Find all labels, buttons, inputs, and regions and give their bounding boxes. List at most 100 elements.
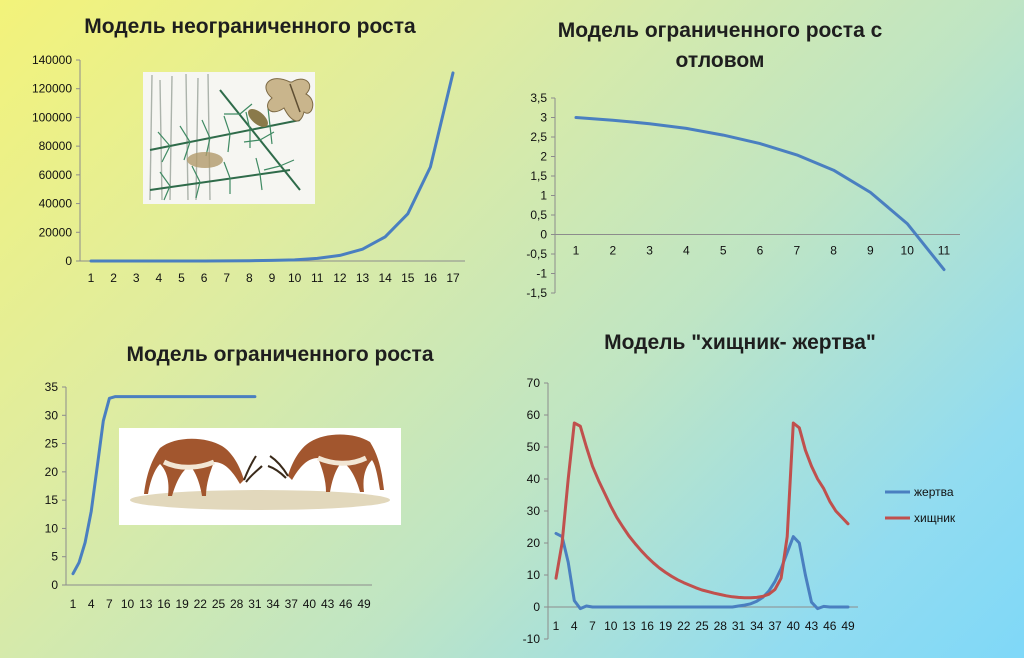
x-tick-label: 8 (830, 244, 837, 258)
x-tick-label: 9 (867, 244, 874, 258)
legend-label: хищник (914, 511, 956, 525)
series-line-main (574, 116, 946, 272)
x-tick-label: 15 (401, 271, 415, 285)
y-tick-label: 100000 (32, 110, 72, 124)
x-tick-label: 25 (695, 619, 709, 633)
x-tick-label: 10 (901, 244, 915, 258)
y-tick-label: 20 (45, 465, 59, 479)
series-line-хищник (554, 421, 850, 600)
chart-title-limited-growth-harvest: Модель ограниченного роста с отловом (557, 19, 883, 72)
x-tick-label: 7 (589, 619, 596, 633)
legend-label: жертва (914, 485, 954, 499)
y-tick-label: 120000 (32, 82, 72, 96)
y-tick-label: -0,5 (526, 247, 547, 261)
x-tick-label: 1 (573, 244, 580, 258)
y-tick-label: 20 (527, 536, 541, 550)
chart-limited-growth: 0 5 10 15 20 25 30 35 1 4 7 10 13 16 19 22 25 28 31 34 37 40 4… (45, 380, 372, 611)
y-tick-label: 40000 (39, 197, 73, 211)
x-tick-label: 22 (194, 597, 208, 611)
x-tick-label: 13 (622, 619, 636, 633)
x-tick-label: 31 (248, 597, 262, 611)
y-tick-label: 3,5 (530, 91, 547, 105)
y-tick-label: 2 (540, 150, 547, 164)
x-tick-label: 46 (339, 597, 353, 611)
x-tick-label: 34 (266, 597, 280, 611)
x-tick-label: 19 (659, 619, 673, 633)
x-tick-label: 4 (156, 271, 163, 285)
y-tick-label: 1,5 (530, 169, 547, 183)
y-tick-label: 50 (527, 440, 541, 454)
y-tick-label: 0 (540, 228, 547, 242)
x-tick-label: 31 (732, 619, 746, 633)
y-tick-label: 30 (527, 504, 541, 518)
x-tick-label: 17 (446, 271, 460, 285)
x-tick-label: 1 (553, 619, 560, 633)
x-tick-label: 2 (110, 271, 117, 285)
x-tick-label: 14 (378, 271, 392, 285)
x-tick-label: 22 (677, 619, 691, 633)
x-tick-label: 16 (424, 271, 438, 285)
gazelle-left-icon (144, 438, 263, 496)
x-tick-label: 10 (288, 271, 302, 285)
chart-title-unlimited-growth: Модель неограниченного роста (84, 15, 416, 38)
x-tick-label: 16 (641, 619, 655, 633)
x-tick-label: 43 (805, 619, 819, 633)
x-tick-label: 19 (175, 597, 189, 611)
y-tick-label: 140000 (32, 53, 72, 67)
chart-predator-prey: -10 0 10 20 30 40 50 60 70 1 4 7 10 13 16 19 22 25 28 31 34 3… (523, 376, 956, 646)
y-tick-label: 20000 (39, 225, 73, 239)
x-tick-label: 12 (333, 271, 347, 285)
y-tick-label: 1 (540, 189, 547, 203)
x-tick-label: 3 (133, 271, 140, 285)
x-tick-label: 43 (321, 597, 335, 611)
moth-icon (265, 78, 314, 122)
x-tick-label: 10 (604, 619, 618, 633)
x-tick-label: 11 (938, 244, 951, 258)
y-tick-label: 40 (527, 472, 541, 486)
chart-title-limited-growth: Модель ограниченного роста (126, 343, 434, 366)
x-tick-label: 5 (178, 271, 185, 285)
y-tick-label: 0 (533, 600, 540, 614)
chart-unlimited-growth: 0 20000 40000 60000 80000 100000 120000 140000 1… (32, 53, 465, 285)
x-tick-label: 7 (793, 244, 800, 258)
x-tick-label: 9 (269, 271, 276, 285)
y-tick-label: 0 (51, 578, 58, 592)
x-tick-label: 49 (841, 619, 855, 633)
x-tick-label: 4 (571, 619, 578, 633)
y-tick-label: 30 (45, 408, 59, 422)
x-tick-label: 1 (88, 271, 95, 285)
x-tick-label: 10 (121, 597, 135, 611)
x-tick-label: 1 (70, 597, 77, 611)
y-tick-label: 10 (527, 568, 541, 582)
x-tick-label: 40 (787, 619, 801, 633)
x-tick-label: 8 (246, 271, 253, 285)
x-tick-label: 4 (683, 244, 690, 258)
x-tick-label: 25 (212, 597, 226, 611)
x-tick-label: 40 (303, 597, 317, 611)
x-tick-label: 13 (356, 271, 370, 285)
series-line-main (71, 395, 257, 576)
y-tick-label: 5 (51, 550, 58, 564)
chart-limited-growth-harvest: -1,5 -1 -0,5 0 0,5 1 1,5 2 2,5 3 3,5 1 2 3 4 5 6 7 8 9 10 11 (526, 91, 960, 300)
gazelle-right-icon (267, 434, 384, 492)
series-line-main (89, 71, 455, 263)
x-tick-label: 3 (646, 244, 653, 258)
x-tick-label: 6 (201, 271, 208, 285)
x-tick-label: 49 (357, 597, 371, 611)
pine-branch-moth-illustration (143, 72, 315, 204)
x-tick-label: 2 (609, 244, 616, 258)
y-tick-label: 0,5 (530, 208, 547, 222)
x-tick-label: 37 (768, 619, 782, 633)
y-tick-label: -1 (536, 267, 547, 281)
x-tick-label: 46 (823, 619, 837, 633)
x-tick-label: 6 (757, 244, 764, 258)
x-tick-label: 11 (311, 271, 324, 285)
y-tick-label: 15 (45, 493, 59, 507)
x-tick-label: 28 (714, 619, 728, 633)
chart-title-predator-prey: Модель "хищник- жертва" (604, 331, 876, 354)
x-tick-label: 37 (285, 597, 299, 611)
y-tick-label: 70 (527, 376, 541, 390)
y-tick-label: 10 (45, 521, 59, 535)
x-tick-label: 7 (106, 597, 113, 611)
